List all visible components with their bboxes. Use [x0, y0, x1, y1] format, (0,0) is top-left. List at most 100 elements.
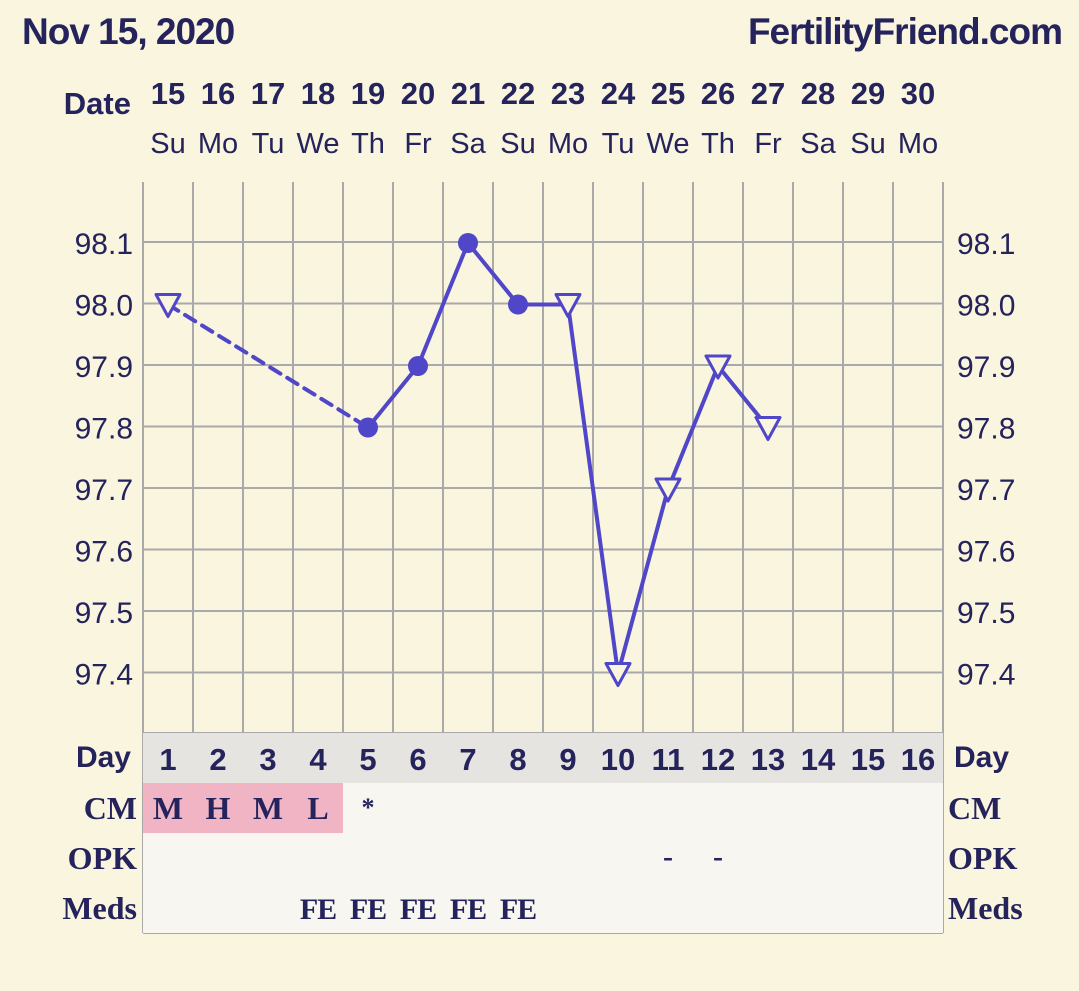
y-tick-left: 97.4	[75, 659, 133, 692]
temperature-point	[408, 356, 428, 376]
weekday-label: Su	[150, 128, 185, 160]
meds-row-label-right: Meds	[948, 890, 1023, 926]
opk-cell	[293, 833, 343, 883]
cm-cell	[493, 783, 543, 833]
temperature-point-open	[754, 416, 782, 441]
y-tick-right: 97.6	[957, 536, 1015, 569]
date-label: 21	[451, 76, 485, 111]
cycle-day-label: 6	[409, 742, 426, 777]
cycle-day-label: 16	[901, 742, 935, 777]
cm-value: L	[307, 790, 328, 826]
y-tick-right: 98.0	[957, 290, 1015, 323]
opk-cell	[193, 833, 243, 883]
meds-cell	[893, 883, 943, 933]
meds-value: FE	[500, 893, 536, 926]
day-cell	[293, 733, 343, 783]
meds-cell	[743, 883, 793, 933]
temperature-segment	[616, 487, 670, 676]
cycle-day-label: 1	[159, 742, 176, 777]
temperature-segment	[666, 364, 720, 491]
meds-cell	[543, 883, 593, 933]
cycle-day-label: 12	[701, 742, 735, 777]
cycle-day-label: 7	[459, 742, 476, 777]
cm-value: M	[253, 790, 283, 826]
temperature-segment	[566, 302, 620, 676]
date-label: 28	[801, 76, 835, 111]
cm-row-label-right: CM	[948, 790, 1001, 826]
day-cell	[843, 733, 893, 783]
cycle-day-label: 5	[359, 742, 376, 777]
date-label: 24	[601, 76, 636, 111]
day-cell	[693, 733, 743, 783]
y-tick-right: 97.7	[957, 474, 1015, 507]
day-cell	[143, 733, 193, 783]
cm-cell	[243, 783, 293, 833]
temperature-point	[458, 233, 478, 253]
weekday-label: Sa	[450, 128, 486, 160]
cm-cell	[593, 783, 643, 833]
cm-cell	[693, 783, 743, 833]
weekday-label: Tu	[602, 128, 635, 160]
cycle-day-label: 13	[751, 742, 785, 777]
temperature-segment	[466, 241, 520, 307]
weekday-label: Mo	[548, 128, 588, 160]
cycle-day-label: 10	[601, 742, 635, 777]
opk-cell	[543, 833, 593, 883]
date-label: 23	[551, 76, 585, 111]
meds-cell	[193, 883, 243, 933]
cm-cell	[293, 783, 343, 833]
meds-cell	[693, 883, 743, 933]
cycle-day-label: 11	[652, 742, 685, 777]
day-cell	[193, 733, 243, 783]
date-label: 19	[351, 76, 385, 111]
meds-cell	[393, 883, 443, 933]
temperature-point-open	[654, 477, 682, 503]
opk-cell	[443, 833, 493, 883]
opk-cell	[693, 833, 743, 883]
cm-cell	[143, 783, 193, 833]
meds-value: FE	[450, 893, 486, 926]
site-name[interactable]: FertilityFriend.com	[748, 11, 1063, 52]
cycle-day-label: 15	[851, 742, 885, 777]
meds-row-label-left: Meds	[62, 890, 137, 926]
meds-cell	[143, 883, 193, 933]
y-tick-right: 98.1	[957, 228, 1015, 261]
temperature-point-open	[554, 293, 582, 318]
date-label: 17	[251, 76, 285, 111]
day-cell	[493, 733, 543, 783]
weekday-label: Fr	[404, 128, 432, 160]
opk-cell	[843, 833, 893, 883]
cycle-day-label: 14	[801, 742, 836, 777]
opk-row-label-right: OPK	[948, 840, 1017, 876]
day-cell	[443, 733, 493, 783]
weekday-label: We	[647, 128, 690, 160]
cm-cell	[193, 783, 243, 833]
date-row-label: Date	[64, 86, 131, 121]
weekday-label: Th	[351, 128, 385, 160]
cm-cell	[443, 783, 493, 833]
date-label: 16	[201, 76, 235, 111]
cm-value: H	[206, 790, 231, 826]
y-tick-left: 97.8	[75, 413, 133, 446]
cm-row-label-left: CM	[84, 790, 137, 826]
cycle-day-label: 2	[209, 742, 226, 777]
day-row-label-right: Day	[954, 741, 1009, 774]
meds-cell	[243, 883, 293, 933]
y-tick-right: 97.8	[957, 413, 1015, 446]
y-tick-left: 98.0	[75, 290, 133, 323]
meds-cell	[293, 883, 343, 933]
temperature-segment	[416, 241, 470, 368]
date-label: 22	[501, 76, 535, 111]
y-tick-right: 97.9	[957, 351, 1015, 384]
cm-cell	[643, 783, 693, 833]
y-tick-right: 97.4	[957, 659, 1015, 692]
opk-cell	[243, 833, 293, 883]
day-cell	[743, 733, 793, 783]
temperature-point	[358, 417, 378, 438]
meds-value: FE	[300, 893, 336, 926]
cm-value: M	[153, 790, 183, 826]
cycle-day-label: 9	[559, 742, 576, 777]
meds-cell	[593, 883, 643, 933]
meds-cell	[793, 883, 843, 933]
opk-cell	[643, 833, 693, 883]
